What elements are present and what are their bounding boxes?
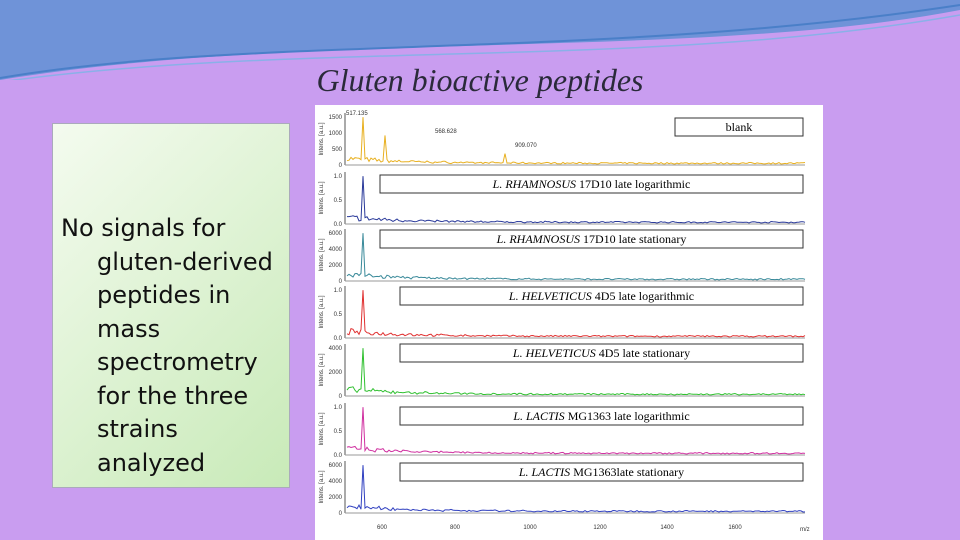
y-tick-label: 0 — [339, 394, 343, 400]
y-tick-label: 2000 — [329, 495, 343, 501]
slide-title: Gluten bioactive peptides — [316, 62, 644, 98]
wave — [0, 0, 960, 80]
y-tick-label: 4000 — [329, 247, 343, 253]
x-tick-label: 1600 — [728, 525, 742, 531]
y-axis-label: Intens. [a.u.] — [319, 181, 325, 214]
peak-label: 517.135 — [346, 111, 368, 117]
y-tick-label: 6000 — [329, 463, 343, 469]
label-text: blank — [726, 120, 753, 134]
peak-label: 909.070 — [515, 143, 537, 149]
label-box — [379, 229, 804, 249]
y-tick-label: 4000 — [329, 479, 343, 485]
x-axis-label: m/z — [800, 527, 810, 533]
label-box — [674, 117, 804, 137]
label-text: 17D10 late logarithmic — [576, 177, 690, 191]
spectrum — [346, 465, 806, 513]
x-tick-label: 800 — [450, 525, 461, 531]
panel-label: L. RHAMNOSUS 17D10 late stationary — [496, 232, 687, 246]
wave-line — [0, 4, 960, 79]
label-italic: L. LACTIS — [512, 409, 564, 423]
y-tick-label: 1.0 — [334, 405, 343, 411]
y-tick-label: 0.5 — [334, 312, 343, 318]
y-tick-label: 0.0 — [334, 453, 343, 459]
label-italic: L. HELVETICUS — [512, 346, 596, 360]
x-tick-label: 1000 — [523, 525, 537, 531]
x-tick-label: 1400 — [660, 525, 674, 531]
spectrum — [346, 290, 806, 338]
panel-label: L. HELVETICUS 4D5 late stationary — [512, 346, 690, 360]
y-tick-label: 0 — [339, 511, 343, 517]
label-box — [399, 286, 804, 306]
label-box — [379, 174, 804, 194]
y-tick-label: 500 — [332, 147, 343, 153]
spectrum — [346, 117, 806, 165]
y-axis-label: Intens. [a.u.] — [319, 295, 325, 328]
label-text: MG1363late stationary — [570, 465, 684, 479]
y-tick-label: 1500 — [329, 115, 343, 121]
x-tick-label: 1200 — [593, 525, 607, 531]
y-axis-label: Intens. [a.u.] — [319, 353, 325, 386]
label-italic: L. RHAMNOSUS — [496, 232, 580, 246]
peak-label: 568.628 — [435, 129, 457, 135]
panel-label: L. LACTIS MG1363late stationary — [518, 465, 684, 479]
y-tick-label: 4000 — [329, 346, 343, 352]
label-box — [399, 343, 804, 363]
x-tick-label: 600 — [377, 525, 388, 531]
y-tick-label: 2000 — [329, 263, 343, 269]
spectrum — [346, 233, 806, 281]
y-tick-label: 2000 — [329, 370, 343, 376]
y-tick-label: 1.0 — [334, 174, 343, 180]
spectra-figure: Intens. [a.u.] 1500 1000 500 0 blank Intens. [… — [315, 105, 823, 540]
y-tick-label: 0.0 — [334, 336, 343, 342]
panel-label: blank — [726, 120, 753, 134]
y-tick-label: 6000 — [329, 231, 343, 237]
label-italic: L. HELVETICUS — [508, 289, 592, 303]
spectrum — [346, 407, 806, 455]
y-axis-label: Intens. [a.u.] — [319, 122, 325, 155]
label-text: 17D10 late stationary — [580, 232, 686, 246]
panel-label: L. HELVETICUS 4D5 late logarithmic — [508, 289, 694, 303]
y-tick-label: 0.5 — [334, 198, 343, 204]
y-tick-label: 0.5 — [334, 429, 343, 435]
label-box — [399, 462, 804, 482]
spectrum — [347, 176, 806, 224]
y-tick-label: 0.0 — [334, 222, 343, 228]
label-italic: L. RHAMNOSUS — [492, 177, 576, 191]
y-tick-label: 1.0 — [334, 288, 343, 294]
spectrum — [346, 348, 806, 396]
note-box: No signals for gluten-derived peptides i… — [52, 123, 290, 488]
label-italic: L. LACTIS — [518, 465, 570, 479]
panel-label: L. LACTIS MG1363 late logarithmic — [512, 409, 689, 423]
label-box — [399, 406, 804, 426]
y-tick-label: 0 — [339, 163, 343, 169]
y-tick-label: 1000 — [329, 131, 343, 137]
y-axis-label: Intens. [a.u.] — [319, 412, 325, 445]
wave-line — [9, 14, 960, 80]
label-text: 4D5 late stationary — [596, 346, 690, 360]
y-tick-label: 0 — [339, 279, 343, 285]
label-text: MG1363 late logarithmic — [565, 409, 690, 423]
panel-label: L. RHAMNOSUS 17D10 late logarithmic — [492, 177, 691, 191]
label-text: 4D5 late logarithmic — [592, 289, 694, 303]
y-axis-label: Intens. [a.u.] — [319, 238, 325, 271]
header-waves — [0, 0, 960, 80]
y-axis-label: Intens. [a.u.] — [319, 470, 325, 503]
